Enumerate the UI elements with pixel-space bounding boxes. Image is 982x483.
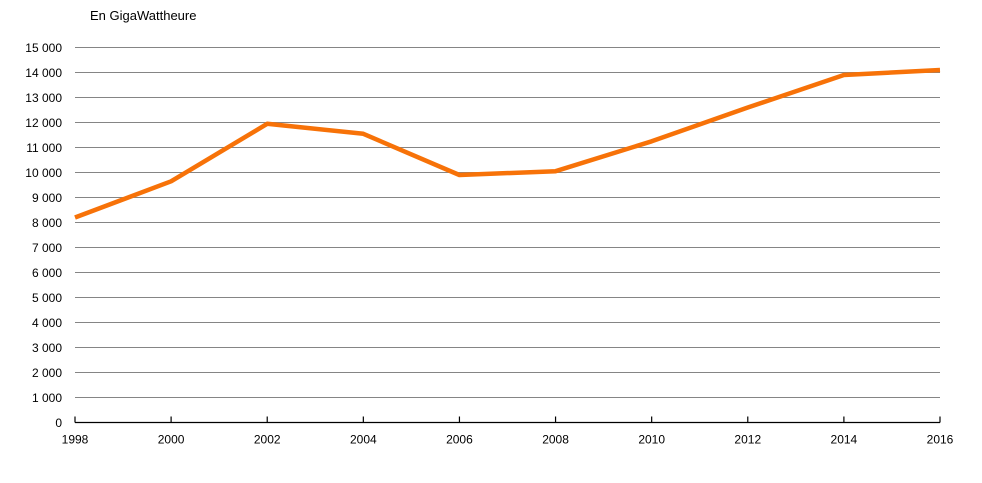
x-axis-tick-label: 1998 bbox=[62, 433, 89, 447]
y-axis-tick-label: 0 bbox=[55, 416, 62, 430]
y-axis-tick-label: 1 000 bbox=[32, 391, 62, 405]
x-axis-tick-label: 2008 bbox=[542, 433, 569, 447]
y-axis-tick-label: 3 000 bbox=[32, 341, 62, 355]
y-axis-tick-label: 5 000 bbox=[32, 291, 62, 305]
x-axis-tick-label: 2012 bbox=[734, 433, 761, 447]
x-axis-tick-label: 2010 bbox=[638, 433, 665, 447]
y-axis-tick-label: 7 000 bbox=[32, 241, 62, 255]
y-axis-tick-label: 9 000 bbox=[32, 191, 62, 205]
y-axis-tick-label: 6 000 bbox=[32, 266, 62, 280]
x-axis-tick-label: 2014 bbox=[831, 433, 858, 447]
y-axis-tick-label: 11 000 bbox=[26, 141, 62, 155]
y-axis-tick-label: 8 000 bbox=[32, 216, 62, 230]
y-axis-tick-label: 13 000 bbox=[25, 91, 62, 105]
x-axis-tick-label: 2002 bbox=[254, 433, 281, 447]
y-axis-tick-label: 12 000 bbox=[25, 116, 62, 130]
y-axis-tick-label: 4 000 bbox=[32, 316, 62, 330]
x-axis-tick-label: 2000 bbox=[158, 433, 185, 447]
y-axis-tick-label: 10 000 bbox=[25, 166, 62, 180]
chart-title: En GigaWattheure bbox=[90, 8, 197, 23]
y-axis-tick-label: 2 000 bbox=[32, 366, 62, 380]
x-axis-tick-label: 2006 bbox=[446, 433, 473, 447]
data-series-line bbox=[74, 67, 941, 220]
y-axis-tick-label: 14 000 bbox=[25, 66, 62, 80]
x-axis-tick-label: 2004 bbox=[350, 433, 377, 447]
x-axis-tick-label: 2016 bbox=[927, 433, 954, 447]
y-axis-tick-label: 15 000 bbox=[25, 41, 62, 55]
